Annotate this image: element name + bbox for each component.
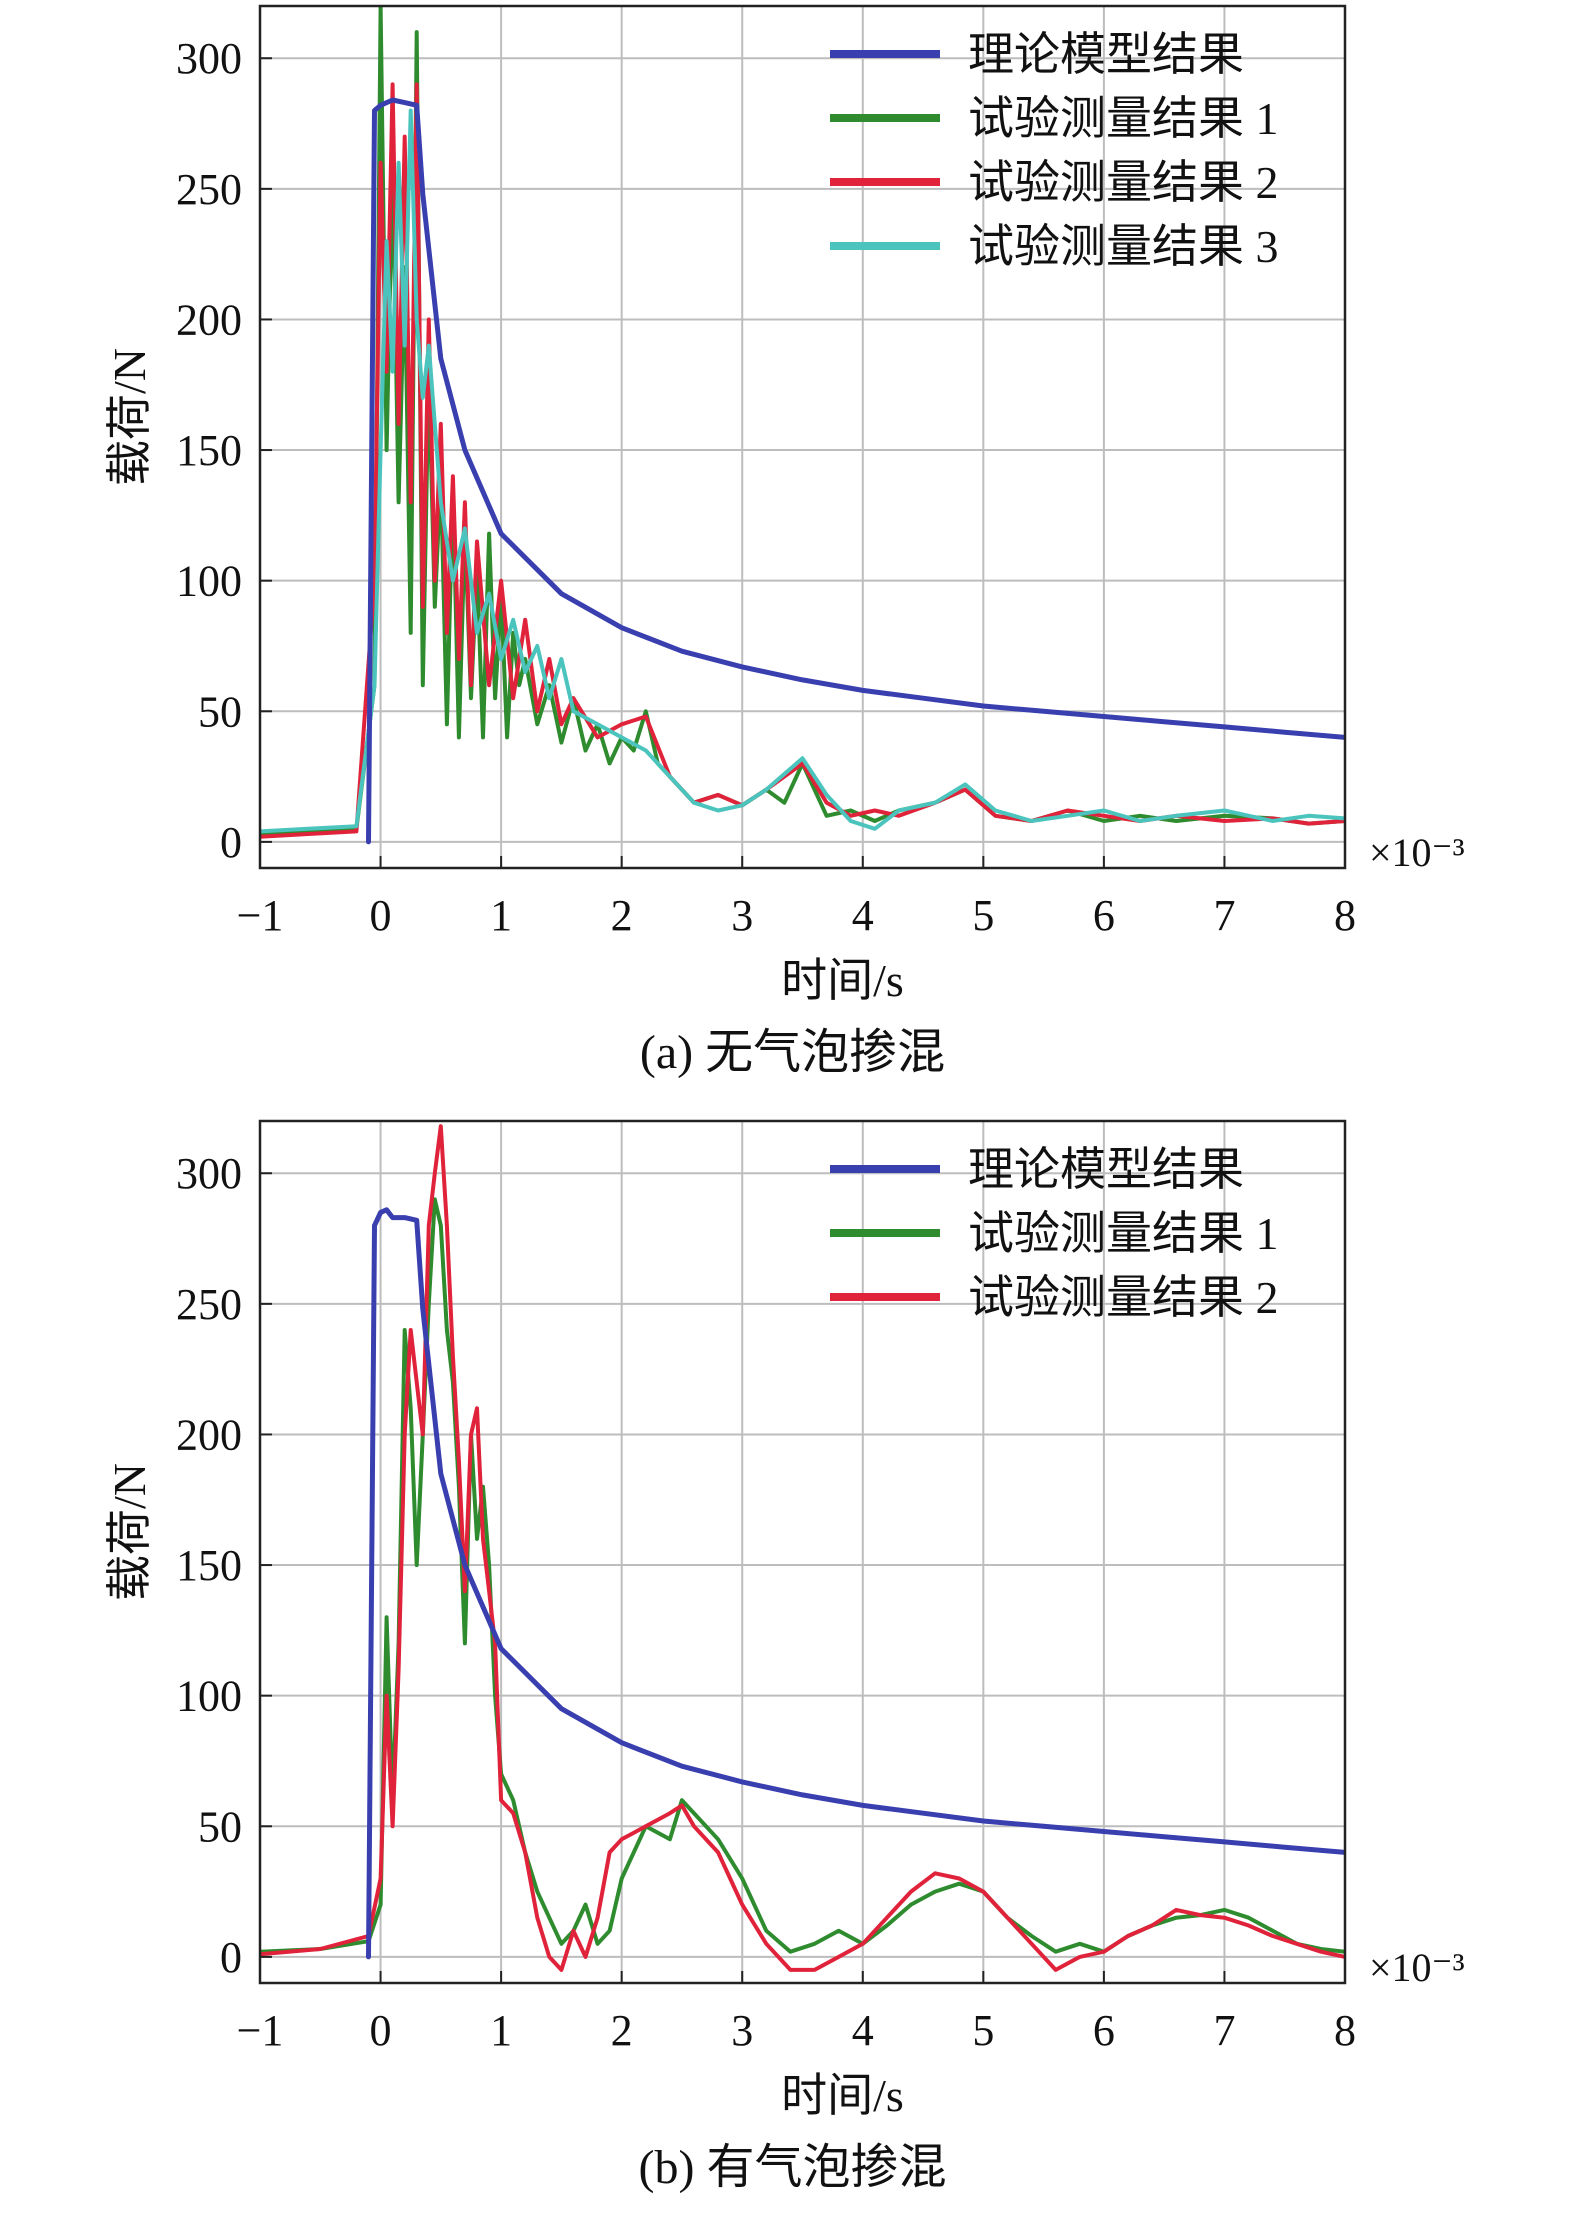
- x-tick-label: 0: [370, 2006, 392, 2055]
- y-tick-label: 150: [176, 1541, 242, 1590]
- y-tick-label: 50: [198, 1802, 242, 1851]
- x-tick-label: 3: [731, 2006, 753, 2055]
- chart-panel-b: −1 0 1 2 3 4 5 6 7 8 0 50 100 150 200 250 300 理论模型结果 试验测量…: [0, 1115, 1575, 2230]
- series-line-theory: [366, 1207, 1345, 1960]
- caption-b: (b) 有气泡掺混: [639, 2141, 947, 2194]
- x-tick-label: 5: [972, 2006, 994, 2055]
- y-tick-label: 0: [220, 818, 242, 867]
- x-tick-label: −1: [237, 891, 284, 940]
- y-tick-label: 100: [176, 1672, 242, 1721]
- x-tick-label: 4: [852, 2006, 874, 2055]
- legend-label-exp2: 试验测量结果 2: [968, 157, 1279, 208]
- series-line-exp2: [260, 1124, 1345, 1972]
- x-axis-label-a: 时间/s: [781, 955, 904, 1006]
- y-axis-label-a: 载荷/N: [104, 348, 155, 486]
- x-tick-label: 5: [972, 891, 994, 940]
- y-axis-label-b: 载荷/N: [104, 1463, 155, 1601]
- grid-layer-b: [260, 1121, 1345, 1983]
- series-line-theory: [366, 97, 1345, 845]
- x-tick-label: 7: [1213, 891, 1235, 940]
- x-tick-label: 3: [731, 891, 753, 940]
- x-tick-label: 1: [490, 891, 512, 940]
- legend-label-exp1: 试验测量结果 1: [968, 1208, 1279, 1259]
- plot-frame-a: [258, 4, 1347, 870]
- legend-label-exp3: 试验测量结果 3: [968, 221, 1279, 272]
- series-line-exp2: [260, 82, 1345, 839]
- lines-layer-a: [260, 6, 1345, 845]
- plot-frame-b: [258, 1119, 1347, 1985]
- lines-layer-b: [260, 1124, 1345, 1972]
- y-tick-label: 200: [176, 295, 242, 344]
- x-multiplier-b: ×10⁻³: [1369, 1945, 1465, 1990]
- legend-label-theory: 理论模型结果: [968, 1144, 1244, 1195]
- x-tick-label: 8: [1334, 891, 1356, 940]
- y-tick-label: 300: [176, 1149, 242, 1198]
- chart-panel-a: −1 0 1 2 3 4 5 6 7 8 0 50 100 150 200 250 300 理论模型结果 试验测量…: [104, 4, 1465, 1079]
- y-tick-label: 150: [176, 426, 242, 475]
- x-tick-label: 2: [611, 2006, 633, 2055]
- ticks-layer-a: −1 0 1 2 3 4 5 6 7 8 0 50 100 150 200 250 300: [176, 34, 1356, 940]
- y-tick-label: 250: [176, 165, 242, 214]
- y-tick-label: 300: [176, 34, 242, 83]
- y-tick-label: 100: [176, 557, 242, 606]
- caption-a: (a) 无气泡掺混: [640, 1026, 945, 1079]
- chart-svg-b: −1 0 1 2 3 4 5 6 7 8 0 50 100 150 200 250 300 理论模型结果试验测量…: [104, 1119, 1465, 2194]
- legend-label-exp2: 试验测量结果 2: [968, 1272, 1279, 1323]
- y-tick-label: 0: [220, 1933, 242, 1982]
- x-tick-label: 7: [1213, 2006, 1235, 2055]
- legend-label-theory: 理论模型结果: [968, 29, 1244, 80]
- x-tick-label: 0: [370, 891, 392, 940]
- x-tick-label: −1: [237, 2006, 284, 2055]
- chart-svg-a: −1 0 1 2 3 4 5 6 7 8 0 50 100 150 200 250 300 理论模型结果试验测量…: [104, 4, 1465, 1079]
- x-tick-label: 4: [852, 891, 874, 940]
- y-tick-label: 200: [176, 1410, 242, 1459]
- x-tick-label: 2: [611, 891, 633, 940]
- x-tick-label: 6: [1093, 2006, 1115, 2055]
- x-tick-label: 6: [1093, 891, 1115, 940]
- y-tick-label: 250: [176, 1280, 242, 1329]
- x-tick-label: 8: [1334, 2006, 1356, 2055]
- ticks-layer-b: −1 0 1 2 3 4 5 6 7 8 0 50 100 150 200 250 300: [176, 1149, 1356, 2055]
- x-multiplier-a: ×10⁻³: [1369, 830, 1465, 875]
- y-tick-label: 50: [198, 687, 242, 736]
- legend-label-exp1: 试验测量结果 1: [968, 93, 1279, 144]
- series-line-exp3: [260, 108, 1345, 834]
- x-tick-label: 1: [490, 2006, 512, 2055]
- x-axis-label-b: 时间/s: [781, 2070, 904, 2121]
